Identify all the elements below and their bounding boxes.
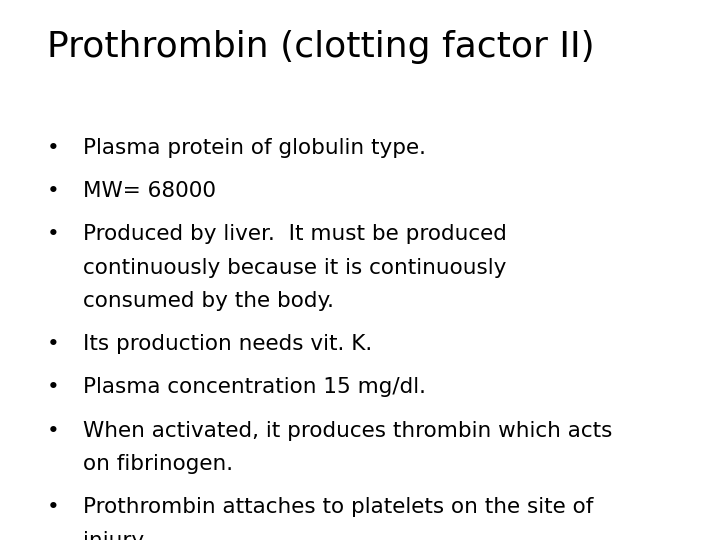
Text: •: • bbox=[47, 181, 60, 201]
Text: Prothrombin attaches to platelets on the site of: Prothrombin attaches to platelets on the… bbox=[83, 497, 593, 517]
Text: Plasma protein of globulin type.: Plasma protein of globulin type. bbox=[83, 138, 426, 158]
Text: •: • bbox=[47, 138, 60, 158]
Text: •: • bbox=[47, 224, 60, 244]
Text: injury.: injury. bbox=[83, 531, 148, 540]
Text: Produced by liver.  It must be produced: Produced by liver. It must be produced bbox=[83, 224, 507, 244]
Text: Prothrombin (clotting factor II): Prothrombin (clotting factor II) bbox=[47, 30, 595, 64]
Text: •: • bbox=[47, 497, 60, 517]
Text: on fibrinogen.: on fibrinogen. bbox=[83, 454, 233, 474]
Text: Its production needs vit. K.: Its production needs vit. K. bbox=[83, 334, 372, 354]
Text: MW= 68000: MW= 68000 bbox=[83, 181, 216, 201]
Text: When activated, it produces thrombin which acts: When activated, it produces thrombin whi… bbox=[83, 421, 612, 441]
Text: •: • bbox=[47, 334, 60, 354]
Text: •: • bbox=[47, 377, 60, 397]
Text: consumed by the body.: consumed by the body. bbox=[83, 291, 334, 311]
Text: Plasma concentration 15 mg/dl.: Plasma concentration 15 mg/dl. bbox=[83, 377, 426, 397]
Text: continuously because it is continuously: continuously because it is continuously bbox=[83, 258, 506, 278]
Text: •: • bbox=[47, 421, 60, 441]
